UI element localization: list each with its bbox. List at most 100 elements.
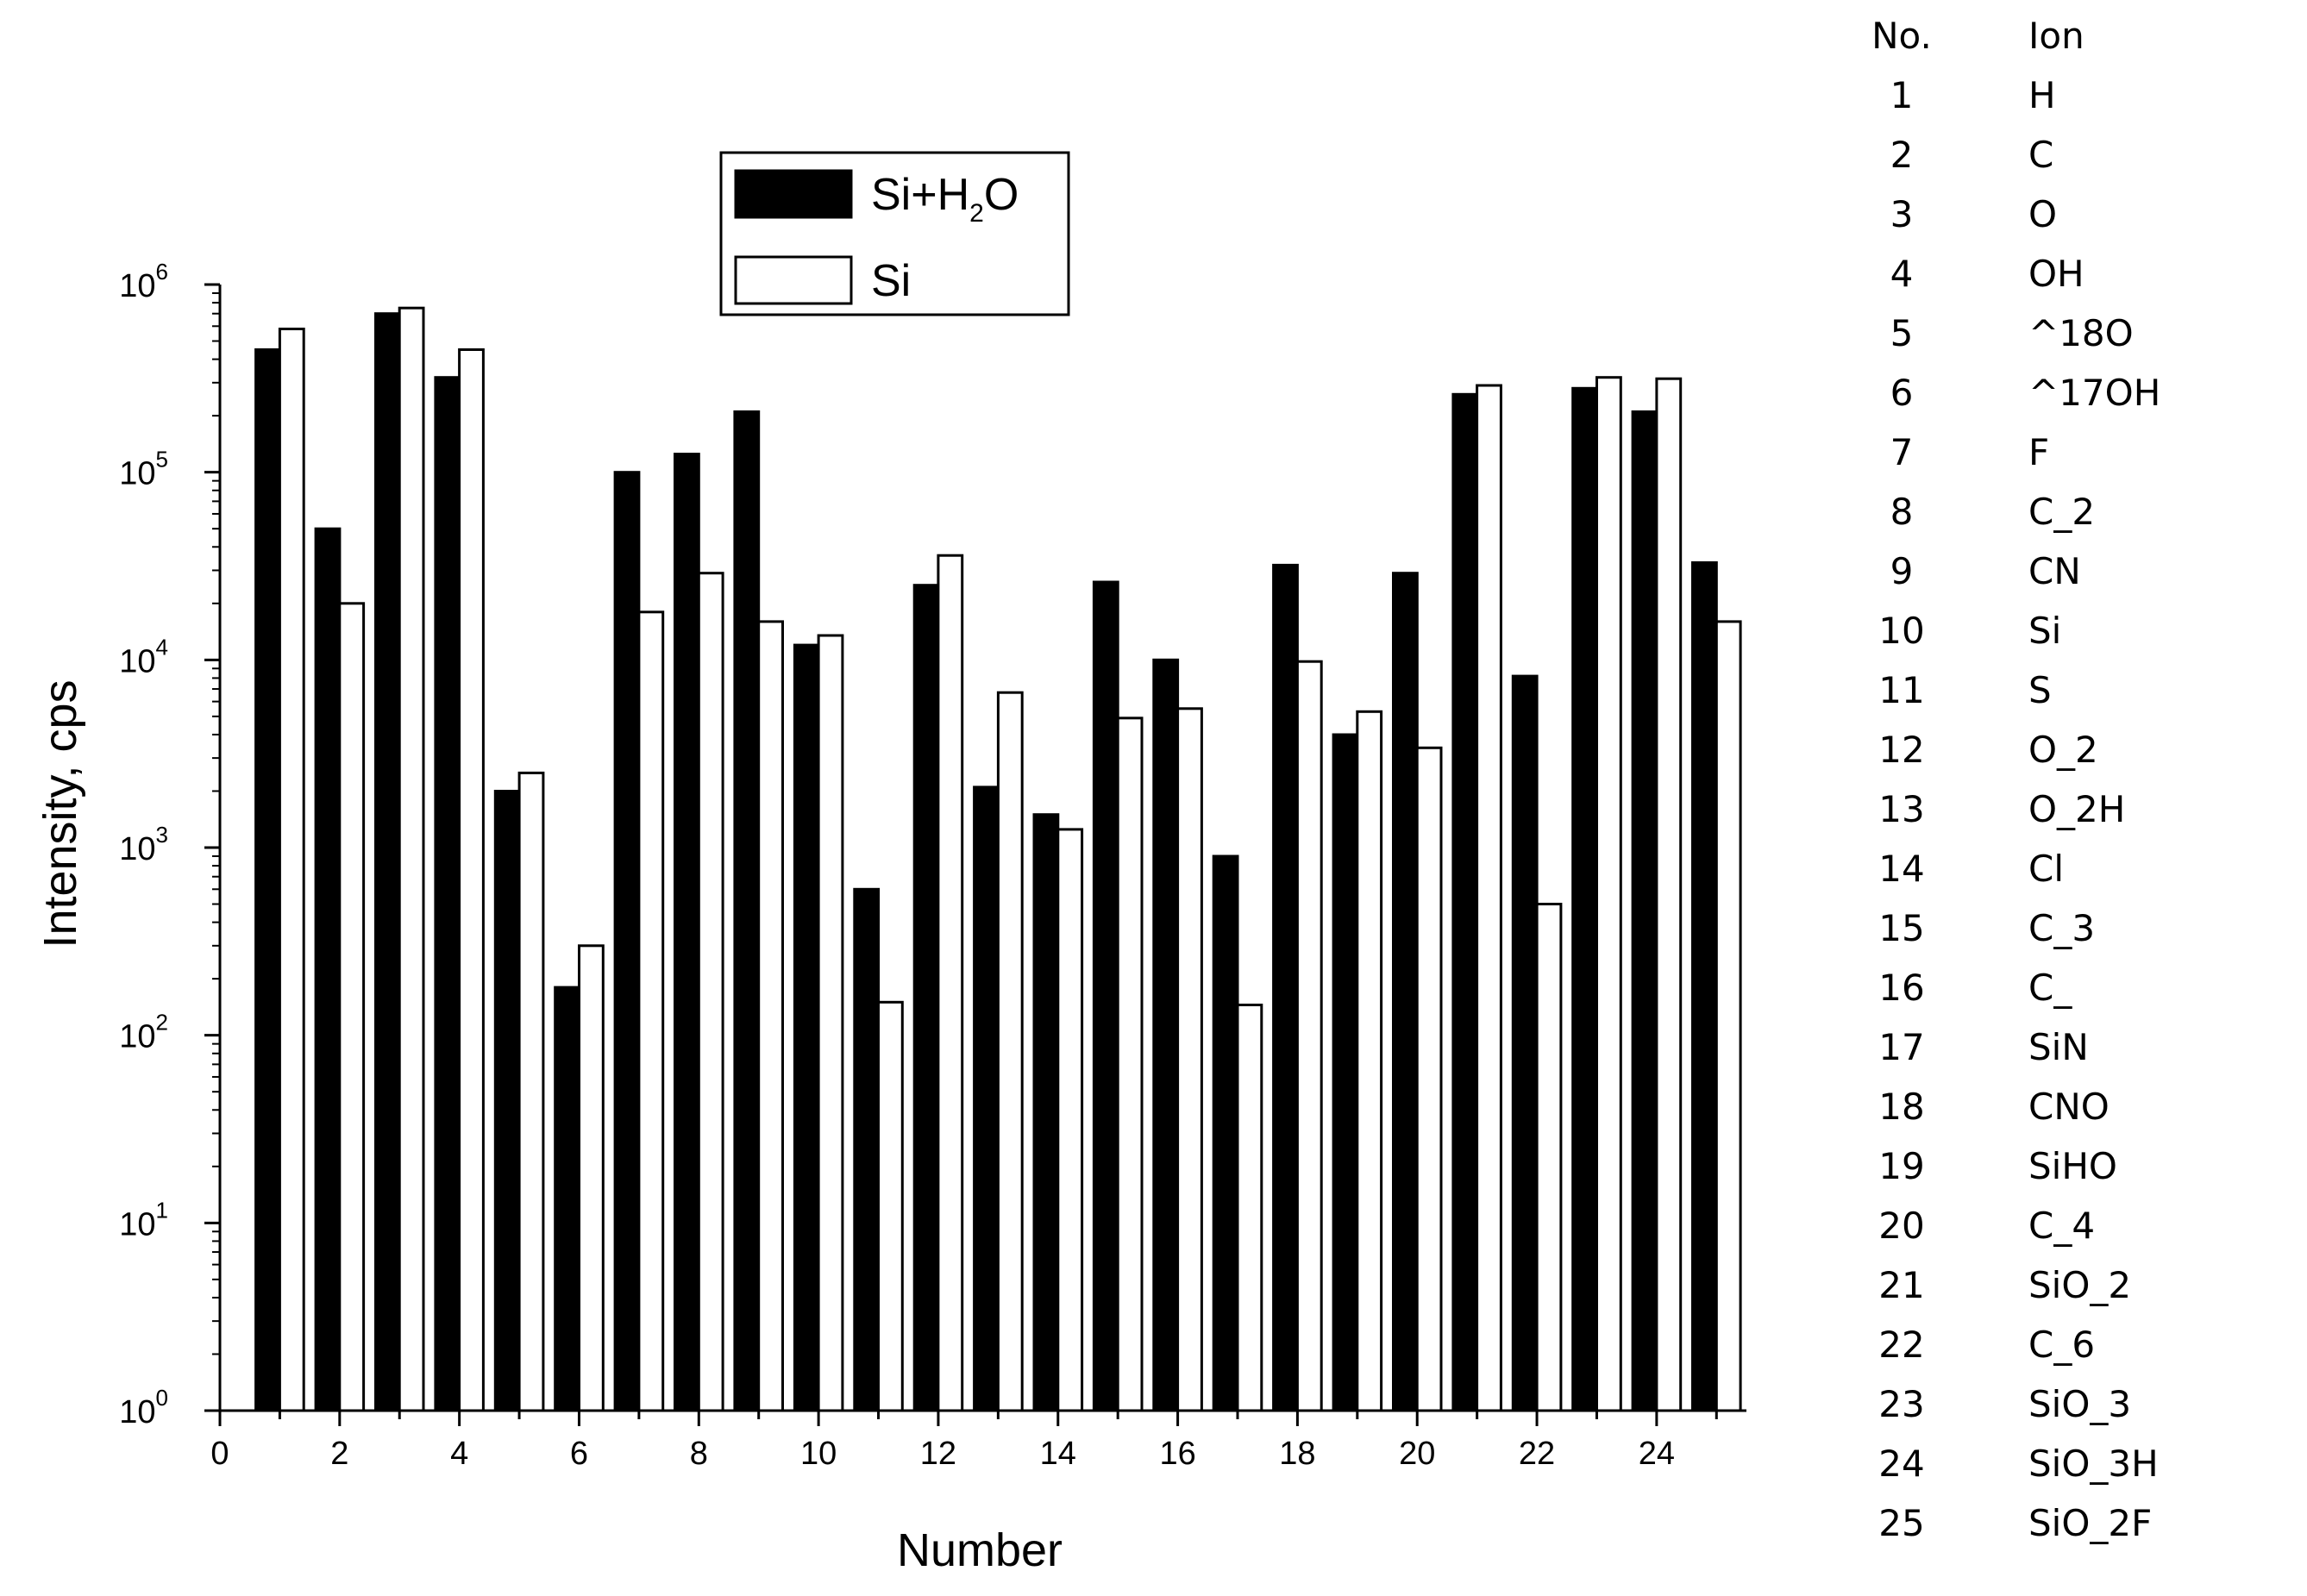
- ion-name-header: Ion: [2028, 15, 2084, 57]
- bar-si: [877, 1000, 904, 1412]
- ion-name-cell: C: [2028, 134, 2054, 176]
- bar-si-h2o: [314, 527, 342, 1412]
- y-tick-base: 10: [119, 268, 155, 304]
- bar-si: [817, 634, 844, 1412]
- ion-table-row: 21 SiO_2: [1794, 1260, 2303, 1319]
- axes-group: 0 2 4 6 8 10 12 14 16 18 20 22 241001011021031041051…: [119, 259, 1746, 1472]
- bar-si-h2o: [1332, 733, 1359, 1412]
- ion-name-cell: ^17OH: [2028, 372, 2161, 414]
- x-tick-label: 22: [1519, 1436, 1555, 1472]
- bar-si: [1476, 384, 1502, 1412]
- y-tick-label: 105: [119, 447, 168, 492]
- bar-si: [398, 306, 425, 1412]
- legend-label-si-h2o: Si+H2O: [871, 170, 1019, 228]
- x-tick-label: 16: [1159, 1436, 1195, 1472]
- y-tick-label: 103: [119, 822, 168, 867]
- y-tick-base: 10: [119, 1394, 155, 1430]
- ion-name-cell: ^18O: [2028, 312, 2134, 354]
- x-tick-label: 6: [570, 1436, 588, 1472]
- y-tick-base: 10: [119, 456, 155, 492]
- bar-si: [1236, 1004, 1263, 1412]
- ion-name-cell: C_3: [2028, 907, 2096, 949]
- ion-name-cell: CN: [2028, 550, 2081, 592]
- bar-si-h2o: [254, 348, 281, 1412]
- ion-table-row: 6 ^17OH: [1794, 367, 2303, 427]
- bar-si: [637, 610, 665, 1412]
- bar-si: [338, 602, 366, 1412]
- ion-name-cell: C_4: [2028, 1205, 2096, 1247]
- bar-si: [578, 944, 605, 1412]
- y-tick-label: 100: [119, 1385, 168, 1430]
- bar-si: [1176, 707, 1203, 1412]
- ion-name-cell: S: [2028, 669, 2052, 711]
- ion-no-cell: 19: [1878, 1145, 1925, 1187]
- x-tick-label: 10: [800, 1436, 837, 1472]
- ion-table-row: 25 SiO_2F: [1794, 1498, 2303, 1557]
- ion-no-cell: 22: [1878, 1324, 1925, 1366]
- ion-no-cell: 6: [1890, 372, 1914, 414]
- ion-name-cell: SiO_2F: [2028, 1502, 2153, 1544]
- bar-si: [1415, 746, 1443, 1412]
- bar-si-h2o: [912, 584, 940, 1412]
- bar-si-h2o: [1152, 658, 1180, 1412]
- ion-table-row: 15 C_3: [1794, 903, 2303, 962]
- bar-si: [1295, 660, 1323, 1412]
- bar-si: [697, 572, 724, 1412]
- ion-table-row: 18 CNO: [1794, 1081, 2303, 1141]
- y-tick-exponent: 5: [156, 447, 168, 473]
- bar-si-h2o: [493, 790, 521, 1412]
- legend-label-part: Si+H: [871, 170, 969, 220]
- bar-si: [1715, 620, 1742, 1412]
- bar-si-h2o: [1631, 410, 1658, 1412]
- bar-si: [1056, 828, 1084, 1412]
- ion-name-cell: SiO_3: [2028, 1383, 2132, 1425]
- bar-si: [1356, 710, 1383, 1412]
- x-tick-label: 2: [330, 1436, 348, 1472]
- bar-si-h2o: [733, 410, 761, 1412]
- ion-no-cell: 12: [1878, 729, 1925, 771]
- legend-swatch-si-h2o: [734, 169, 853, 219]
- ion-no-cell: 18: [1878, 1086, 1925, 1128]
- ion-table-row: 11 S: [1794, 665, 2303, 724]
- y-tick-exponent: 4: [156, 634, 168, 660]
- ion-no-cell: 23: [1878, 1383, 1925, 1425]
- ion-no-cell: 17: [1878, 1026, 1925, 1068]
- bar-si: [1655, 377, 1683, 1412]
- ion-name-cell: OH: [2028, 253, 2084, 295]
- y-tick-exponent: 2: [156, 1010, 168, 1036]
- bars-group: [254, 306, 1742, 1412]
- ion-name-cell: O_2H: [2028, 788, 2126, 830]
- x-tick-label: 0: [210, 1436, 229, 1472]
- ion-no-cell: 8: [1890, 491, 1914, 533]
- bar-si: [1116, 717, 1144, 1412]
- legend-swatch-si: [734, 255, 853, 305]
- ion-table-body: 1 H 2 C 3 O 4 OH 5 ^18O 6 ^17OH 7 F 8 C_2 9 CN 10 Si 11 S 12 O_…: [1794, 70, 2303, 1557]
- bar-si-h2o: [853, 887, 881, 1412]
- ion-name-cell: F: [2028, 431, 2050, 473]
- ion-name-cell: O_2: [2028, 729, 2098, 771]
- x-axis-title: Number: [897, 1524, 1063, 1576]
- bar-si: [996, 691, 1024, 1412]
- ion-name-cell: SiO_2: [2028, 1264, 2132, 1306]
- y-tick-label: 101: [119, 1197, 168, 1242]
- bar-si-h2o: [1691, 561, 1718, 1412]
- ion-name-cell: C_: [2028, 967, 2072, 1009]
- ion-no-cell: 7: [1890, 431, 1914, 473]
- bar-si-h2o: [1092, 580, 1119, 1412]
- ion-table-row: 22 C_6: [1794, 1319, 2303, 1379]
- ion-no-cell: 3: [1890, 193, 1914, 235]
- bar-si-h2o: [1511, 674, 1539, 1412]
- ion-name-cell: SiO_3H: [2028, 1443, 2159, 1485]
- bar-si: [1535, 903, 1563, 1412]
- ion-table-row: 24 SiO_3H: [1794, 1438, 2303, 1498]
- ion-no-cell: 4: [1890, 253, 1914, 295]
- ion-no-cell: 2: [1890, 134, 1914, 176]
- y-tick-base: 10: [119, 1019, 155, 1055]
- x-tick-label: 4: [450, 1436, 468, 1472]
- ion-table-row: 10 Si: [1794, 605, 2303, 665]
